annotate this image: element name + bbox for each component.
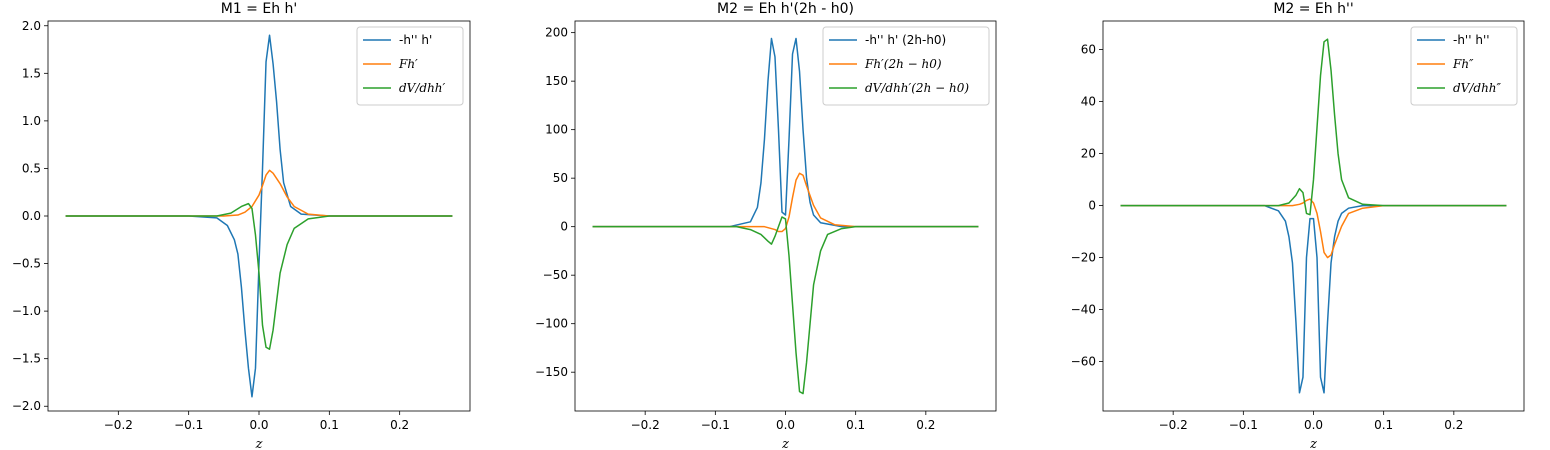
series-line-3 [592,216,979,395]
y-tick-label: 1.0 [22,114,41,128]
series-line-2 [65,169,453,217]
chart-title: M2 = Eh h'(2h - h0) [717,1,854,17]
y-tick-label: −2.0 [12,399,41,413]
series-line-1 [65,34,453,398]
legend: -h'' h'' Fh″ dV/dhh″ [1410,26,1518,106]
chart-title: M2 = Eh h'' [1273,1,1353,17]
legend-label-fh-2h-h0: Fh′(2h − h0) [864,57,942,71]
legend: -h'' h' Fh′ dV/dhh′ [356,26,464,106]
y-tick-label: 60 [1081,43,1096,57]
x-tick-label: 0.2 [916,418,935,432]
y-tick-label: −1.0 [12,304,41,318]
x-tick-label: 0.1 [1374,418,1393,432]
x-tick-label: 0.1 [320,418,339,432]
x-tick-label: 0.1 [846,418,865,432]
y-tick-label: 100 [545,123,568,137]
x-tick-label: −0.1 [1229,418,1258,432]
y-tick-label: 50 [553,171,568,185]
y-tick-label: −20 [1071,251,1096,265]
x-tick-label: −0.1 [174,418,203,432]
y-tick-label: −1.5 [12,352,41,366]
x-axis-label: z [1309,437,1317,450]
y-tick-label: 20 [1081,147,1096,161]
plot-area [65,34,453,398]
y-tick-label: 0.0 [22,209,41,223]
y-tick-label: −60 [1071,355,1096,369]
chart-panel-2: M2 = Eh h'(2h - h0) −0.2 −0.1 0.0 0.1 0.2 −150… [535,1,997,450]
plot-area [592,37,979,395]
y-tick-label: −50 [543,268,568,282]
x-tick-label: −0.2 [1159,418,1188,432]
legend-box [1410,26,1518,106]
y-tick-label: 0 [1088,199,1096,213]
legend-label-h-h: -h'' h' [399,33,432,47]
y-tick-label: 40 [1081,95,1096,109]
x-tick-label: −0.2 [631,418,660,432]
x-tick-label: 0.0 [249,418,268,432]
legend-box [822,26,990,106]
series-line-1 [1120,204,1507,394]
x-axis-label: z [781,437,789,450]
x-tick-label: 0.0 [776,418,795,432]
legend-label-h-h: -h'' h'' [1453,33,1490,47]
legend-label-dv-dhh: dV/dhh″ [1453,81,1502,95]
chart-panel-3: M2 = Eh h'' −0.2 −0.1 0.0 0.1 0.2 −60 −40 −20 0 20… [1071,1,1525,450]
legend-box [356,26,464,106]
legend: -h'' h' (2h-h0) Fh′(2h − h0) dV/dhh′(2h − … [822,26,990,106]
y-tick-label: −40 [1071,303,1096,317]
y-tick-label: 2.0 [22,19,41,33]
series-line-3 [1120,38,1507,216]
series-line-1 [592,37,979,228]
y-tick-label: 0.5 [22,161,41,175]
x-tick-label: 0.0 [1304,418,1323,432]
y-tick-label: −150 [535,365,568,379]
x-tick-label: −0.1 [701,418,730,432]
plot-area [1120,38,1507,394]
chart-title: M1 = Eh h' [221,1,298,17]
legend-label-dv-dhh-2h-h0: dV/dhh′(2h − h0) [865,81,969,95]
y-tick-label: 200 [545,26,568,40]
x-axis-label: z [255,437,263,450]
chart-panel-1: M1 = Eh h' −0.2 −0.1 0.0 0.1 0.2 −2.0 −1.5 −1.0 −… [12,1,471,450]
y-tick-label: −0.5 [12,257,41,271]
y-tick-label: 1.5 [22,66,41,80]
y-tick-label: 150 [545,74,568,88]
legend-label-fh: Fh′ [398,57,418,71]
series-line-2 [1120,198,1507,259]
legend-label-fh: Fh″ [1452,57,1474,71]
x-tick-label: 0.2 [1444,418,1463,432]
y-tick-label: 0 [560,220,568,234]
series-line-3 [65,202,453,350]
x-tick-label: 0.2 [390,418,409,432]
legend-label-dv-dhh: dV/dhh′ [399,81,446,95]
y-tick-label: −100 [535,317,568,331]
legend-label-h-h-2h-h0: -h'' h' (2h-h0) [865,33,946,47]
x-tick-label: −0.2 [104,418,133,432]
